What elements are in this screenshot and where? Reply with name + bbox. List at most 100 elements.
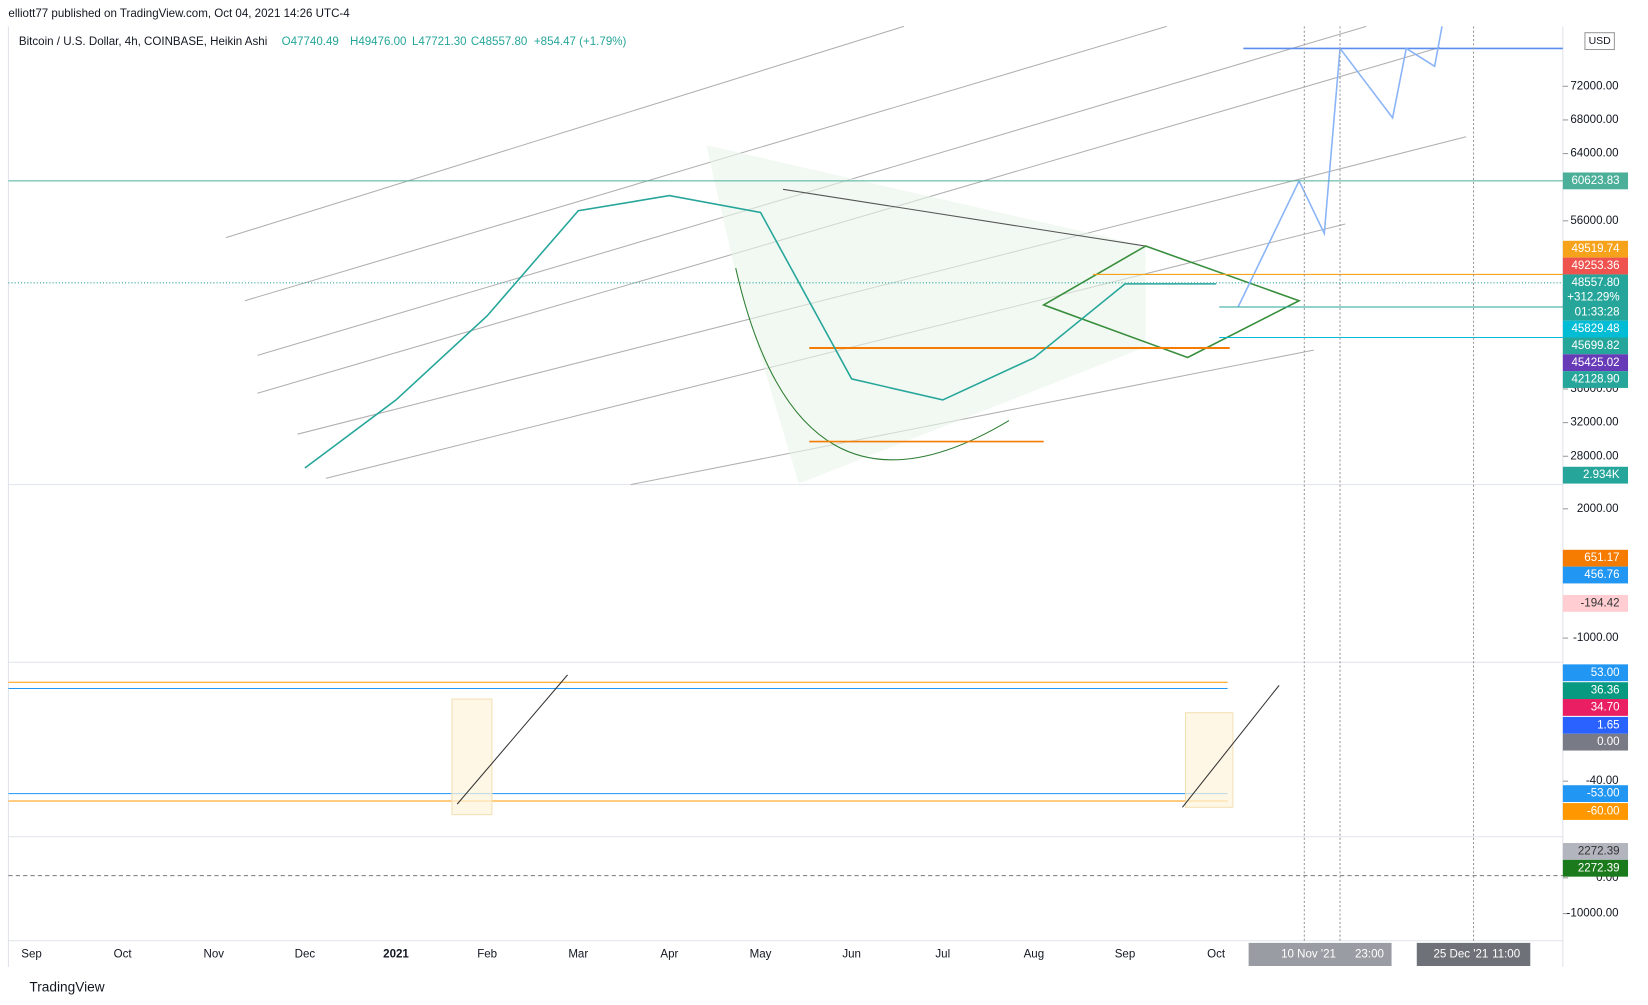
- price-tag-label: 53.00: [1591, 667, 1620, 679]
- time-label: 10 Nov '21: [1281, 948, 1336, 960]
- y-tick-label: 68000.00: [1570, 114, 1618, 126]
- price-tag: [1562, 566, 1629, 584]
- legend: Bitcoin / U.S. Dollar, 4h, COINBASE, Hei…: [19, 36, 627, 48]
- price-tag-label: 1.65: [1597, 719, 1619, 731]
- x-tick-label: Dec: [295, 948, 316, 960]
- arc: [735, 268, 1010, 461]
- price-tag: [1562, 240, 1629, 258]
- y-tick-label: -10000.00: [1567, 908, 1619, 920]
- x-tick-label: May: [750, 948, 772, 960]
- x-tick-label: 2021: [383, 948, 409, 960]
- price-tag-label: 36.36: [1591, 685, 1620, 697]
- price-tag-label: 2.934K: [1583, 469, 1620, 481]
- price-tag-label: 45699.82: [1571, 340, 1619, 352]
- price-tag-label: 45425.02: [1571, 357, 1619, 369]
- fan-area: [706, 145, 1146, 484]
- price-tag: [1562, 549, 1629, 567]
- y-tick-label: -40.00: [1586, 775, 1619, 787]
- price-tag-label: 60623.83: [1571, 175, 1619, 187]
- price-tag-label: +312.29%: [1567, 292, 1619, 304]
- channel-line: [225, 25, 905, 239]
- price-tag: [1562, 172, 1629, 190]
- price-tag: [1562, 320, 1629, 338]
- time-label: 23:00: [1355, 948, 1384, 960]
- x-tick-label: Feb: [477, 948, 497, 960]
- time-label: 11:00: [1492, 948, 1520, 960]
- price-tag-label: -60.00: [1587, 806, 1620, 818]
- brand: TradingView: [29, 980, 104, 995]
- price-tag: [1562, 843, 1629, 860]
- price-line: [304, 194, 1217, 469]
- low: L47721.30: [412, 36, 467, 48]
- price-tag: [1562, 699, 1629, 716]
- price-tag: [1562, 257, 1629, 275]
- price-tag: [1562, 733, 1629, 751]
- highlight: [1185, 712, 1234, 808]
- price-tag-label: 49519.74: [1571, 243, 1620, 255]
- price-tag-label: 48557.80: [1571, 277, 1619, 289]
- trendline: [456, 674, 568, 805]
- price-tag-label: 34.70: [1591, 701, 1620, 713]
- trendline: [782, 188, 1146, 247]
- x-tick-label: Jun: [842, 948, 861, 960]
- y-tick-label: 64000.00: [1570, 148, 1618, 160]
- highlight: [451, 698, 493, 816]
- x-tick-label: Jul: [935, 948, 950, 960]
- price-tag-label: 456.76: [1584, 569, 1619, 581]
- time-box: [1248, 942, 1392, 966]
- price-tag: [1562, 337, 1629, 355]
- currency-box: [1584, 32, 1615, 51]
- price-tag: [1562, 371, 1629, 388]
- projection: [1237, 26, 1443, 308]
- price-tag: [1562, 664, 1629, 682]
- price-tag: [1562, 716, 1629, 734]
- currency: USD: [1589, 35, 1612, 47]
- price-tag-label: 0.00: [1597, 736, 1619, 748]
- price-tag: [1562, 594, 1629, 612]
- time-label: 25 Dec '21: [1433, 948, 1488, 960]
- price-tag: [1562, 785, 1629, 803]
- price-tag: [1562, 289, 1629, 306]
- price-tag: [1562, 682, 1629, 700]
- x-tick-label: Nov: [204, 948, 225, 960]
- price-tag-label: -194.42: [1580, 597, 1619, 609]
- price-tag: [1562, 303, 1629, 321]
- price-tag-label: 2272.39: [1578, 845, 1620, 857]
- drawings: [8, 25, 1563, 941]
- y-tick-label: 32000.00: [1570, 417, 1618, 429]
- y-tick-label: 28000.00: [1570, 450, 1618, 462]
- channel-line: [244, 25, 1167, 302]
- trendline: [1181, 685, 1280, 808]
- price-tag-label: 45829.48: [1571, 323, 1619, 335]
- y-tick-label: 72000.00: [1570, 80, 1618, 92]
- price-tag: [1562, 803, 1629, 820]
- price-tag-label: 42128.90: [1571, 374, 1619, 386]
- x-tick-label: Aug: [1024, 948, 1045, 960]
- price-tag-label: 49253.36: [1571, 260, 1619, 272]
- x-tick-label: Sep: [21, 948, 42, 960]
- x-tick-label: Oct: [1207, 948, 1226, 960]
- price-tag: [1562, 274, 1629, 292]
- x-tick-label: Apr: [660, 948, 678, 960]
- time-box: [1416, 942, 1531, 966]
- y-tick-label: 56000.00: [1570, 215, 1618, 227]
- channel-line: [630, 349, 1314, 486]
- high: H49476.00: [350, 36, 407, 48]
- open: O47740.49: [282, 36, 339, 48]
- price-tag-label: 2272.39: [1578, 862, 1620, 874]
- price-tag: [1562, 859, 1629, 877]
- price-tag-label: -53.00: [1587, 788, 1620, 800]
- x-tick-label: Oct: [114, 948, 133, 960]
- x-tick-label: Sep: [1115, 948, 1136, 960]
- x-tick-label: Mar: [568, 948, 588, 960]
- y-tick-label: 2000.00: [1577, 503, 1619, 515]
- change: +854.47 (+1.79%): [534, 36, 627, 48]
- price-tag-label: 651.17: [1584, 552, 1619, 564]
- byline: elliott77 published on TradingView.com, …: [8, 8, 350, 20]
- price-tag: [1562, 466, 1629, 484]
- triangle: [1041, 245, 1302, 359]
- price-tag-label: 01:33:28: [1575, 306, 1620, 318]
- price-tag: [1562, 354, 1629, 372]
